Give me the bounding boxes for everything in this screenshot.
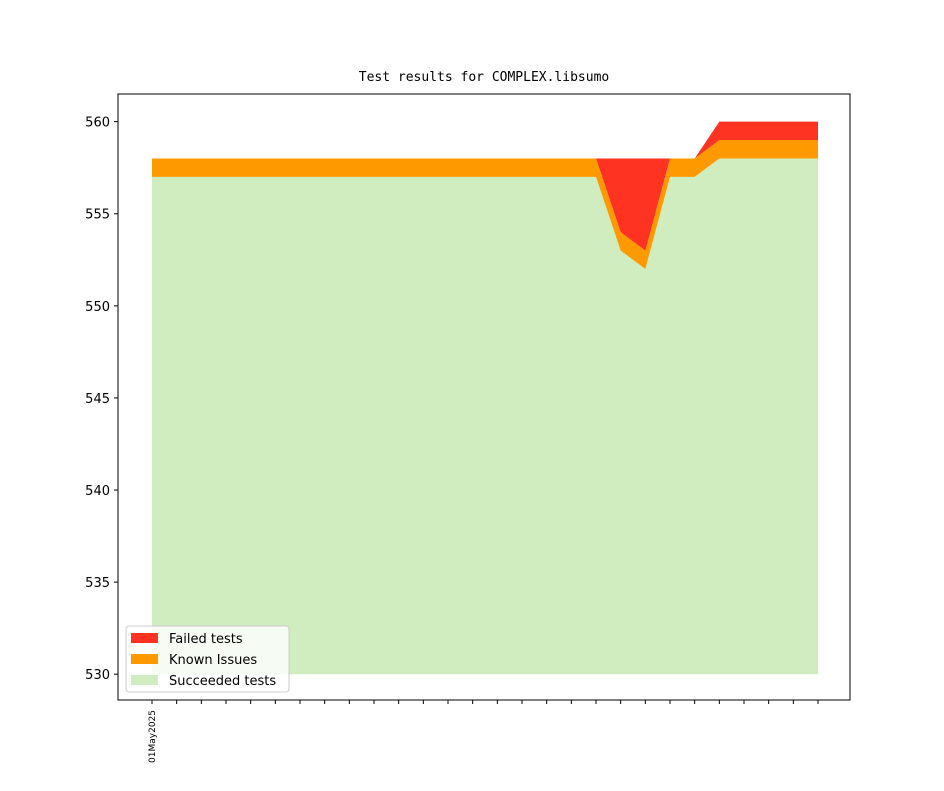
legend-swatch (131, 633, 158, 643)
plot-frame (117, 93, 851, 701)
legend-swatch (131, 675, 158, 685)
y-tick-label: 555 (85, 208, 110, 223)
y-tick-label: 535 (85, 576, 110, 591)
legend-label: Succeeded tests (169, 674, 276, 689)
y-tick-label: 560 (85, 116, 110, 131)
legend: Failed tests Known Issues Succeeded tests (125, 625, 290, 693)
legend-label: Known Issues (169, 653, 257, 668)
y-tick-label: 540 (85, 484, 110, 499)
x-tick-label: 01May2025 (148, 710, 158, 763)
legend-label: Failed tests (169, 632, 243, 647)
area (152, 121, 818, 251)
legend-box (125, 625, 290, 693)
y-tick-label: 550 (85, 300, 110, 315)
area (152, 158, 818, 675)
legend-swatch (131, 654, 158, 664)
y-tick-label: 545 (85, 392, 110, 407)
chart-title: Test results for COMPLEX.libsumo (359, 70, 609, 85)
y-tick-label: 530 (85, 668, 110, 683)
area (152, 140, 818, 269)
